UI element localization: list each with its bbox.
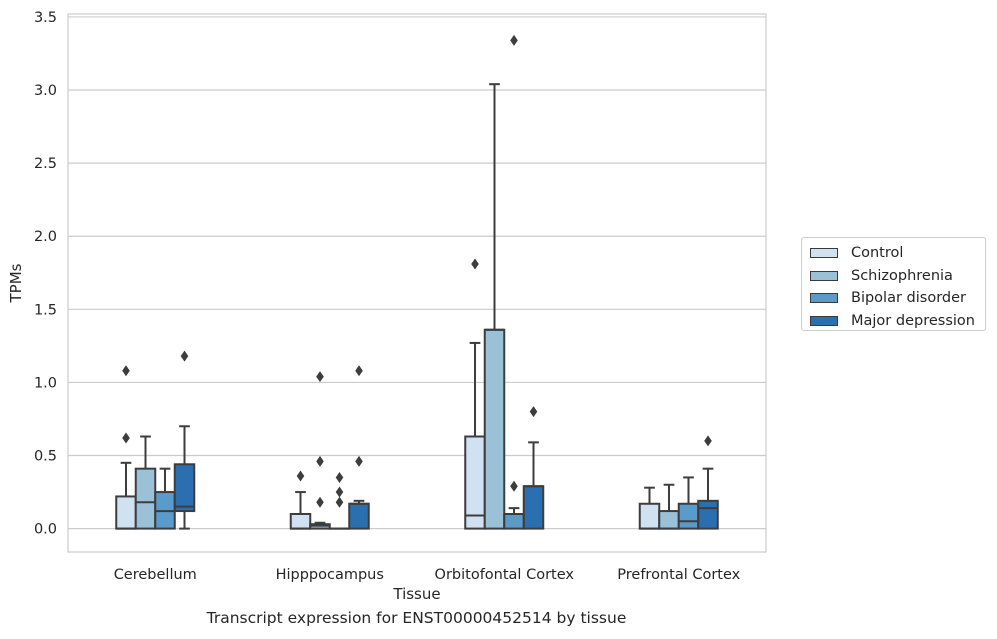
- box-body: [134, 467, 157, 530]
- box-body: [115, 495, 137, 530]
- outlier-marker: [510, 480, 518, 492]
- box-body: [348, 502, 370, 530]
- y-tick-label: 2.0: [34, 229, 57, 245]
- y-tick-label: 1.5: [34, 302, 57, 318]
- box-4-1: [173, 350, 196, 530]
- x-tick-label: Hipppocampus: [276, 567, 384, 583]
- outlier-marker: [316, 455, 324, 467]
- x-axis-label: Tissue: [392, 585, 440, 603]
- boxes: [115, 34, 719, 530]
- legend-label-bipolar: Bipolar disorder: [851, 290, 966, 307]
- legend-swatch-bipolar: [810, 293, 838, 304]
- box-4-3: [522, 406, 545, 530]
- x-tick-label: Prefrontal Cortex: [617, 567, 740, 583]
- box-body: [503, 512, 525, 530]
- outlier-marker: [122, 365, 130, 377]
- legend-item-major-depression: Major depression: [810, 310, 985, 333]
- outlier-marker: [529, 406, 538, 418]
- y-tick-label: 0.5: [34, 449, 57, 465]
- outlier-marker: [122, 432, 130, 444]
- box-3-4: [677, 476, 700, 530]
- box-body: [483, 328, 506, 530]
- outlier-marker: [704, 435, 712, 447]
- outlier-marker: [316, 371, 324, 383]
- outlier-marker: [335, 486, 344, 498]
- box-1-4: [638, 486, 661, 530]
- outlier-marker: [335, 496, 344, 508]
- legend-item-bipolar: Bipolar disorder: [810, 287, 985, 310]
- box-3-1: [154, 467, 176, 530]
- outlier-marker: [296, 470, 305, 482]
- legend-label-schizophrenia: Schizophrenia: [851, 267, 953, 284]
- y-tick-label: 2.5: [34, 156, 57, 172]
- box-2-3: [483, 83, 506, 530]
- x-tick-labels: Cerebellum Hipppocampus Orbitofontal Corte…: [114, 567, 741, 583]
- box-2-4: [658, 483, 680, 530]
- legend-label-control: Control: [851, 245, 904, 262]
- chart-caption: Transcript expression for ENST0000045251…: [206, 609, 627, 627]
- box-body: [697, 499, 719, 530]
- outlier-marker: [355, 365, 363, 377]
- box-body: [638, 502, 661, 530]
- outlier-marker: [335, 471, 344, 483]
- y-tick-label: 1.0: [34, 375, 57, 391]
- legend-swatch-schizophrenia: [810, 270, 838, 281]
- x-tick-label: Orbitofontal Cortex: [435, 567, 575, 583]
- grid-lines: [68, 16, 766, 530]
- box-body: [658, 510, 680, 530]
- box-1-2: [289, 470, 312, 530]
- legend-item-control: Control: [810, 242, 985, 265]
- y-tick-label: 3.5: [34, 10, 57, 26]
- box-body: [677, 502, 700, 530]
- legend-label-major-depression: Major depression: [851, 312, 975, 329]
- outlier-marker: [180, 350, 189, 362]
- outlier-marker: [471, 258, 479, 270]
- y-tick-labels: 0.0 0.5 1.0 1.5 2.0 2.5 3.0 3.5: [34, 10, 57, 538]
- outlier-marker: [510, 34, 518, 46]
- box-2-2: [309, 371, 331, 530]
- x-tick-label: Cerebellum: [114, 567, 197, 583]
- box-body: [522, 485, 545, 530]
- legend: Control Schizophrenia Bipolar disorder M…: [801, 237, 986, 331]
- box-4-4: [697, 435, 719, 530]
- legend-item-schizophrenia: Schizophrenia: [810, 265, 985, 288]
- box-3-3: [503, 34, 525, 530]
- box-4-2: [348, 365, 370, 530]
- plot-area-frame: [67, 13, 767, 553]
- y-tick-label: 3.0: [34, 83, 57, 99]
- box-1-3: [464, 258, 486, 530]
- outlier-marker: [316, 496, 324, 508]
- y-axis-label: TPMs: [7, 263, 25, 303]
- box-2-1: [134, 435, 157, 530]
- box-body: [289, 512, 312, 530]
- box-body: [173, 463, 196, 513]
- box-3-2: [328, 471, 351, 530]
- legend-swatch-control: [810, 248, 838, 259]
- box-1-1: [115, 365, 137, 530]
- outlier-marker: [355, 455, 363, 467]
- legend-swatch-major-depression: [810, 315, 838, 326]
- y-tick-label: 0.0: [34, 522, 57, 538]
